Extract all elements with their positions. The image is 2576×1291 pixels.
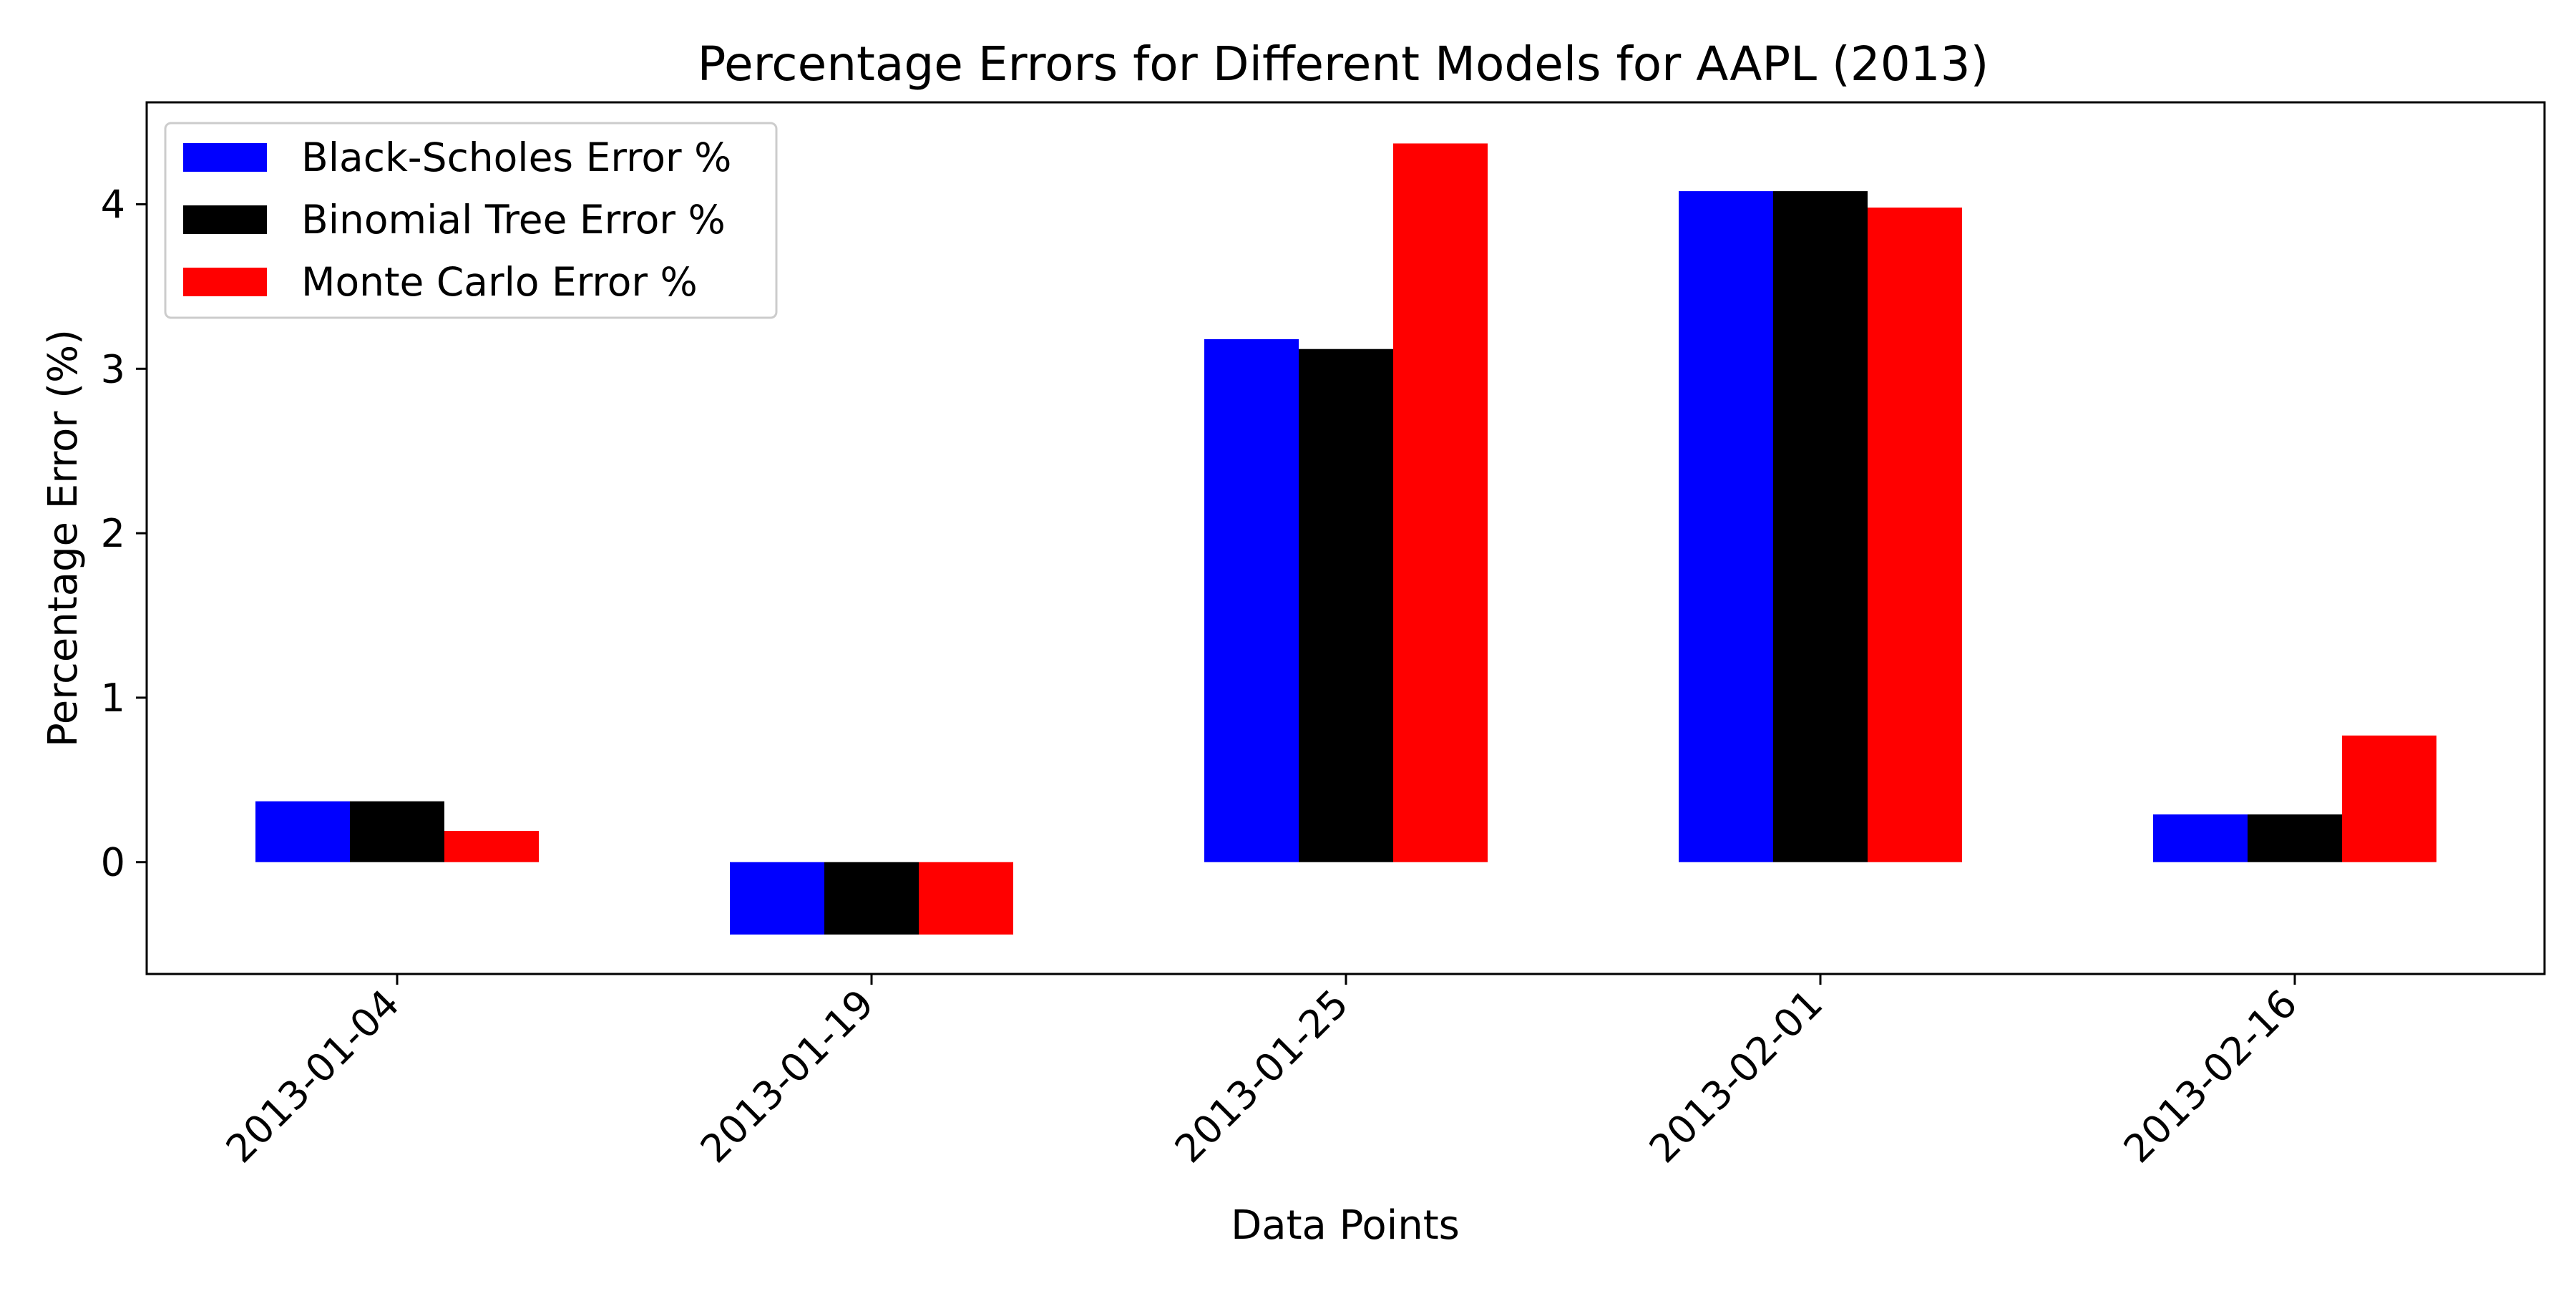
bar-2013-01-25-series-3 bbox=[1393, 143, 1488, 862]
y-tick-label: 4 bbox=[101, 182, 125, 227]
y-tick-label: 1 bbox=[101, 676, 125, 721]
legend-label: Binomial Tree Error % bbox=[301, 197, 726, 243]
bar-2013-01-19-series-1 bbox=[730, 862, 824, 935]
bar-2013-01-04-series-2 bbox=[350, 801, 444, 862]
y-tick-label: 3 bbox=[101, 346, 125, 391]
bar-2013-01-19-series-2 bbox=[824, 862, 919, 935]
x-tick-label: 2013-02-16 bbox=[2115, 981, 2306, 1171]
x-tick-label: 2013-01-25 bbox=[1166, 981, 1357, 1171]
bar-2013-01-04-series-3 bbox=[444, 831, 539, 862]
bar-2013-01-19-series-3 bbox=[919, 862, 1013, 935]
bars-layer bbox=[255, 143, 2436, 935]
bar-2013-01-04-series-1 bbox=[255, 801, 350, 862]
x-tick-label: 2013-02-01 bbox=[1641, 981, 1831, 1171]
legend-swatch bbox=[183, 143, 267, 172]
x-tick-label: 2013-01-19 bbox=[692, 981, 882, 1171]
y-axis-label: Percentage Error (%) bbox=[40, 329, 87, 747]
bar-2013-01-25-series-1 bbox=[1204, 338, 1299, 862]
legend-swatch bbox=[183, 205, 267, 234]
bar-2013-01-25-series-2 bbox=[1299, 349, 1393, 862]
y-tick-label: 2 bbox=[101, 511, 125, 556]
bar-2013-02-01-series-3 bbox=[1868, 208, 1962, 862]
y-axis: 0 1 2 3 4 bbox=[101, 182, 147, 885]
legend-swatch bbox=[183, 268, 267, 296]
legend: Black-Scholes Error % Binomial Tree Error… bbox=[164, 122, 778, 319]
bar-2013-02-16-series-1 bbox=[2153, 814, 2248, 862]
bar-2013-02-01-series-2 bbox=[1773, 191, 1868, 862]
x-tick-label: 2013-01-04 bbox=[218, 981, 408, 1171]
bar-2013-02-01-series-1 bbox=[1679, 191, 1773, 862]
bar-2013-02-16-series-2 bbox=[2248, 814, 2342, 862]
legend-label: Monte Carlo Error % bbox=[301, 259, 698, 305]
x-axis-label: Data Points bbox=[1231, 1202, 1460, 1249]
y-tick-label: 0 bbox=[101, 840, 125, 885]
legend-label: Black-Scholes Error % bbox=[301, 135, 731, 180]
legend-frame bbox=[164, 122, 778, 319]
x-axis: 2013-01-04 2013-01-19 2013-01-25 2013-02-01… bbox=[218, 974, 2306, 1171]
bar-2013-02-16-series-3 bbox=[2342, 735, 2436, 862]
chart-title: Percentage Errors for Different Models f… bbox=[698, 36, 1989, 92]
